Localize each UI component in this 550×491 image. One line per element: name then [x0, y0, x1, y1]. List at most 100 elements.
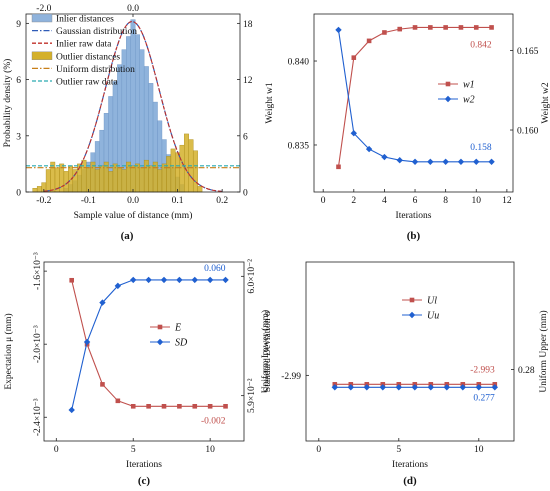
series-point-SD	[176, 276, 183, 284]
b-x-tick-label: 8	[443, 196, 448, 206]
c-y-axis-label: Expectation μ (mm)	[3, 313, 14, 389]
series-point-Uu	[459, 384, 466, 391]
panel-b: 0 2 4 6 8 10 12 0.835 0.840 0.160 0.165 0.842 0.158 I…	[265, 13, 550, 242]
b-y2-tick-label: 0.160	[517, 127, 539, 137]
series-point-E	[192, 403, 198, 409]
panel-c: 0 5 10 -2.4×10⁻³ -2.0×10⁻³ -1.6×10⁻³ 5.9×10⁻² 6…	[3, 252, 273, 487]
b-x-tick-label: 10	[472, 196, 482, 206]
series-point-SD	[160, 276, 168, 284]
d-x-tick-label: 10	[474, 445, 484, 455]
series-point-Uu	[491, 384, 498, 391]
end-value-label: 0.842	[470, 40, 492, 50]
plot-frame	[313, 13, 514, 193]
series-point-w2	[411, 158, 419, 166]
b-y2-axis-label: Weight w2	[541, 82, 550, 123]
legend-label: Uniform distribution	[56, 64, 135, 75]
series-point-E	[69, 277, 74, 283]
outlier-bar	[197, 186, 203, 193]
b-panel-label: (b)	[407, 230, 421, 242]
series-point-SD	[99, 299, 106, 306]
a-x-tick-label: 0.0	[127, 196, 139, 206]
a-x-tick-label: -0.1	[81, 196, 96, 206]
series-point-w2	[442, 158, 449, 166]
series-point-w2	[350, 129, 357, 137]
a-y-tick-label: 0	[16, 189, 21, 199]
series-point-w1	[336, 164, 341, 170]
c-y2-axis-label: Standard Deviation σ	[263, 311, 273, 392]
outlier-bar	[157, 169, 163, 193]
a-right-tick-label: 0	[243, 189, 248, 199]
outlier-bar	[175, 152, 181, 193]
c-x-axis-label: Iterations	[126, 460, 162, 470]
b-y2-tick-label: 0.165	[517, 47, 539, 57]
series-point-w2	[381, 153, 388, 161]
outlier-bar	[170, 148, 176, 193]
a-x-tick-label: -0.2	[36, 196, 51, 206]
d-y-tick-label: -2.99	[281, 372, 301, 382]
d-panel-label: (d)	[403, 475, 417, 487]
end-value-label: 0.060	[204, 264, 226, 274]
legend-marker	[156, 338, 164, 346]
a-panel-label: (a)	[121, 230, 134, 242]
outlier-bar	[63, 171, 69, 193]
series-point-w1	[366, 38, 372, 44]
series-point-Uu	[395, 384, 402, 391]
plot-frame	[43, 261, 245, 442]
outlier-bar	[143, 159, 149, 193]
d-y2-tick-label: 0.28	[518, 366, 535, 376]
legend-label: w1	[463, 80, 475, 91]
end-value-label: -2.993	[470, 365, 495, 375]
a-x-tick-label: 0.1	[172, 196, 184, 206]
series-point-SD	[222, 276, 229, 284]
series-point-E	[223, 403, 228, 409]
c-y2-tick-label: 5.9×10⁻²	[247, 378, 257, 413]
b-x-tick-label: 0	[321, 196, 326, 206]
a-x-tick-label: 0.2	[216, 196, 228, 206]
legend-label: Gaussian distribution	[56, 27, 137, 37]
b-x-axis-label: Iterations	[396, 211, 432, 221]
outlier-bar	[121, 169, 127, 193]
outlier-bar	[184, 133, 189, 193]
c-x-tick-label: 5	[131, 445, 136, 455]
b-x-tick-label: 4	[382, 196, 387, 206]
outlier-bar	[99, 165, 105, 193]
legend-label: Uu	[427, 311, 439, 322]
a-right-tick-label: 12	[243, 76, 253, 86]
series-point-E	[161, 403, 167, 409]
outlier-bar	[32, 188, 38, 193]
d-x-tick-label: 5	[396, 445, 401, 455]
d-x-axis-label: Iterations	[392, 460, 428, 470]
outlier-bar	[103, 161, 109, 193]
a-y-tick-label: 6	[16, 76, 21, 86]
outlier-bar	[94, 169, 100, 193]
a-right-tick-label: 18	[243, 20, 253, 30]
series-point-Uu	[331, 384, 338, 391]
end-value-label: -0.002	[201, 416, 226, 426]
series-point-Uu	[379, 384, 386, 391]
series-line-SD	[71, 279, 226, 411]
d-y2-axis-label: Uniform Upper (mm)	[538, 310, 549, 392]
b-y-tick-label: 0.835	[288, 141, 310, 151]
legend-label: Inlier distances	[56, 15, 114, 25]
legend-marker	[408, 311, 416, 319]
a-right-tick-label: 6	[243, 132, 248, 142]
outlier-bar	[81, 159, 87, 193]
series-point-SD	[83, 338, 91, 346]
series-point-w2	[427, 158, 434, 166]
legend-marker	[445, 81, 451, 87]
series-line-E	[71, 280, 226, 407]
legend-swatch	[31, 13, 53, 23]
series-point-E	[130, 403, 136, 409]
series-point-E	[115, 398, 121, 404]
series-point-Uu	[347, 384, 354, 391]
outlier-bar	[45, 169, 51, 193]
legend-label: Ul	[427, 296, 437, 307]
legend-label: E	[174, 323, 181, 334]
a-y-tick-label: 3	[16, 132, 21, 142]
a-x-axis-label: Sample value of distance (mm)	[74, 210, 193, 221]
end-value-label: 0.158	[470, 143, 492, 153]
legend-marker	[409, 297, 415, 303]
b-y-axis-label: Weight w1	[265, 82, 275, 123]
legend-label: Outlier distances	[56, 52, 120, 62]
